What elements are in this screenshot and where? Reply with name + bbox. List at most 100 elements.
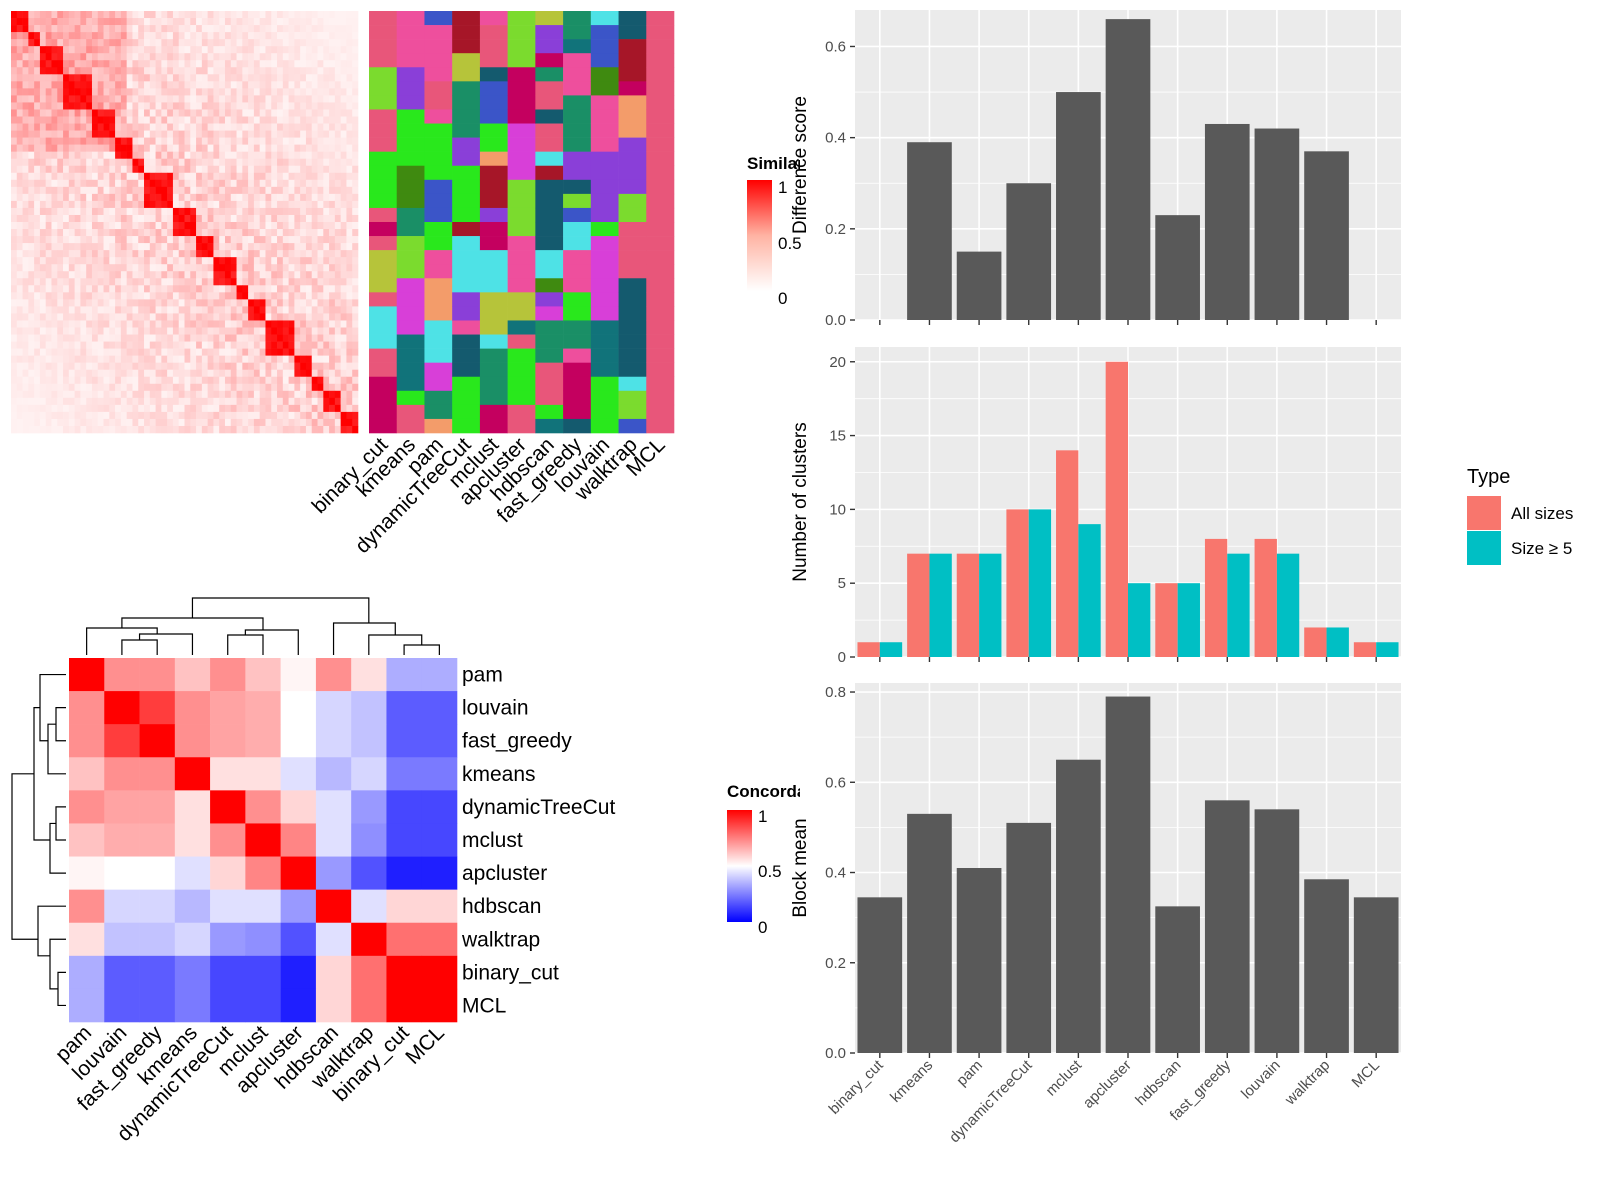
- similarity-cell: [294, 102, 301, 110]
- similarity-cell: [224, 95, 232, 103]
- similarity-cell: [282, 144, 289, 152]
- similarity-cell: [207, 32, 214, 40]
- similarity-cell: [277, 355, 284, 363]
- similarity-cell: [334, 229, 341, 237]
- class-cell: [424, 250, 453, 265]
- similarity-cell: [11, 158, 18, 167]
- similarity-cell: [277, 243, 284, 251]
- similarity-cell: [51, 362, 58, 370]
- class-cell: [507, 39, 536, 54]
- similarity-cell: [213, 11, 220, 19]
- class-cell: [369, 67, 398, 82]
- similarity-cell: [120, 186, 127, 195]
- similarity-cell: [213, 229, 220, 237]
- similarity-cell: [271, 81, 278, 89]
- similarity-cell: [74, 250, 81, 258]
- similarity-cell: [207, 116, 214, 124]
- similarity-cell: [236, 25, 243, 33]
- similarity-cell: [346, 397, 353, 406]
- similarity-cell: [74, 95, 81, 103]
- similarity-cell: [190, 306, 197, 314]
- similarity-cell: [207, 46, 214, 54]
- similarity-cell: [63, 320, 70, 328]
- class-cell: [479, 67, 508, 82]
- similarity-cell: [317, 200, 324, 209]
- similarity-cell: [300, 390, 307, 399]
- similarity-cell: [224, 32, 232, 40]
- class-cell: [479, 404, 508, 420]
- similarity-cell: [74, 383, 81, 392]
- concordance-cell: [210, 724, 246, 758]
- legend-swatch-size5: [1467, 531, 1501, 565]
- class-cell: [590, 278, 619, 293]
- similarity-cell: [248, 250, 255, 258]
- similarity-cell: [207, 299, 214, 307]
- similarity-cell: [236, 383, 243, 392]
- similarity-cell: [138, 179, 145, 188]
- similarity-cell: [97, 306, 104, 314]
- similarity-cell: [74, 313, 81, 321]
- similarity-cell: [115, 404, 122, 413]
- similarity-cell: [219, 411, 226, 420]
- similarity-cell: [346, 18, 353, 26]
- similarity-cell: [91, 11, 99, 19]
- class-cell: [479, 39, 508, 54]
- bar: [1056, 450, 1079, 657]
- similarity-cell: [167, 299, 174, 307]
- class-cell: [369, 334, 398, 349]
- similarity-cell: [253, 151, 260, 159]
- similarity-cell: [196, 123, 203, 131]
- similarity-cell: [57, 355, 64, 363]
- similarity-cell: [271, 397, 278, 406]
- similarity-cell: [63, 369, 70, 378]
- similarity-cell: [34, 18, 41, 26]
- similarity-cell: [253, 186, 260, 195]
- similarity-cell: [120, 95, 127, 103]
- similarity-cell: [11, 214, 18, 223]
- similarity-cell: [155, 341, 162, 349]
- similarity-cell: [144, 390, 151, 399]
- similarity-cell: [236, 144, 243, 152]
- similarity-cell: [207, 109, 214, 117]
- similarity-cell: [126, 327, 133, 335]
- similarity-cell: [11, 165, 18, 174]
- similarity-cell: [288, 144, 295, 152]
- concordance-cell: [139, 922, 176, 957]
- similarity-cell: [126, 404, 133, 413]
- similarity-cell: [294, 369, 301, 378]
- similarity-cell: [311, 137, 318, 145]
- similarity-cell: [68, 32, 75, 40]
- similarity-cell: [288, 67, 295, 75]
- similarity-cell: [22, 179, 29, 188]
- similarity-cell: [91, 278, 99, 286]
- similarity-cell: [271, 369, 278, 378]
- similarity-cell: [80, 376, 87, 385]
- similarity-cell: [271, 355, 278, 363]
- similarity-cell: [230, 95, 237, 103]
- similarity-cell: [259, 397, 266, 406]
- similarity-cell: [190, 165, 197, 174]
- class-cell: [646, 81, 675, 96]
- similarity-cell: [259, 425, 266, 434]
- similarity-cell: [63, 151, 70, 159]
- similarity-cell: [236, 123, 243, 131]
- similarity-cell: [16, 179, 23, 188]
- bar: [1105, 696, 1151, 1053]
- similarity-cell: [323, 158, 330, 167]
- similarity-cell: [126, 144, 133, 152]
- concordance-cell: [315, 823, 352, 857]
- similarity-cell: [213, 144, 220, 152]
- similarity-cell: [126, 425, 133, 434]
- similarity-cell: [282, 271, 289, 279]
- similarity-cell: [248, 102, 255, 110]
- similarity-cell: [236, 53, 243, 61]
- similarity-cell: [115, 214, 122, 223]
- similarity-cell: [236, 109, 243, 117]
- similarity-cell: [132, 362, 139, 370]
- similarity-cell: [39, 313, 46, 321]
- similarity-cell: [97, 243, 104, 251]
- similarity-cell: [161, 88, 168, 96]
- similarity-cell: [265, 355, 272, 363]
- similarity-cell: [190, 88, 197, 96]
- similarity-cell: [149, 411, 156, 420]
